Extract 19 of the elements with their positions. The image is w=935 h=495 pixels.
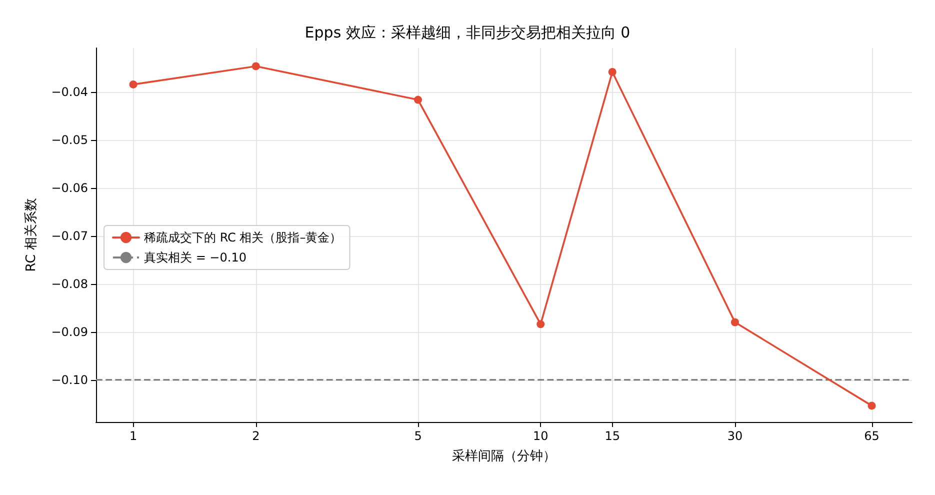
legend-label: 稀疏成交下的 RC 相关（股指–黄金）	[144, 230, 342, 244]
y-axis-title: RC 相关系数	[24, 198, 39, 272]
y-tick-label: −0.06	[51, 181, 88, 196]
x-tick-label: 30	[727, 429, 743, 443]
x-tick-label: 1	[129, 429, 138, 443]
x-tick-label: 2	[252, 429, 260, 443]
y-tick-label: −0.10	[51, 372, 88, 387]
y-tick-label: −0.05	[51, 133, 88, 148]
y-tick-label: −0.09	[51, 324, 88, 339]
x-tick-label: 10	[532, 429, 548, 443]
legend-label: 真实相关 = −0.10	[144, 250, 246, 264]
x-axis-title: 采样间隔（分钟）	[452, 449, 556, 464]
x-tick-label: 65	[864, 429, 880, 443]
chart-title: Epps 效应：采样越细，非同步交易把相关拉向 0	[304, 24, 630, 42]
y-tick-label: −0.08	[51, 276, 88, 291]
y-tick-label: −0.07	[51, 228, 88, 243]
x-tick-label: 5	[414, 429, 422, 443]
x-tick-label: 15	[604, 429, 620, 443]
y-tick-label: −0.04	[51, 85, 88, 100]
